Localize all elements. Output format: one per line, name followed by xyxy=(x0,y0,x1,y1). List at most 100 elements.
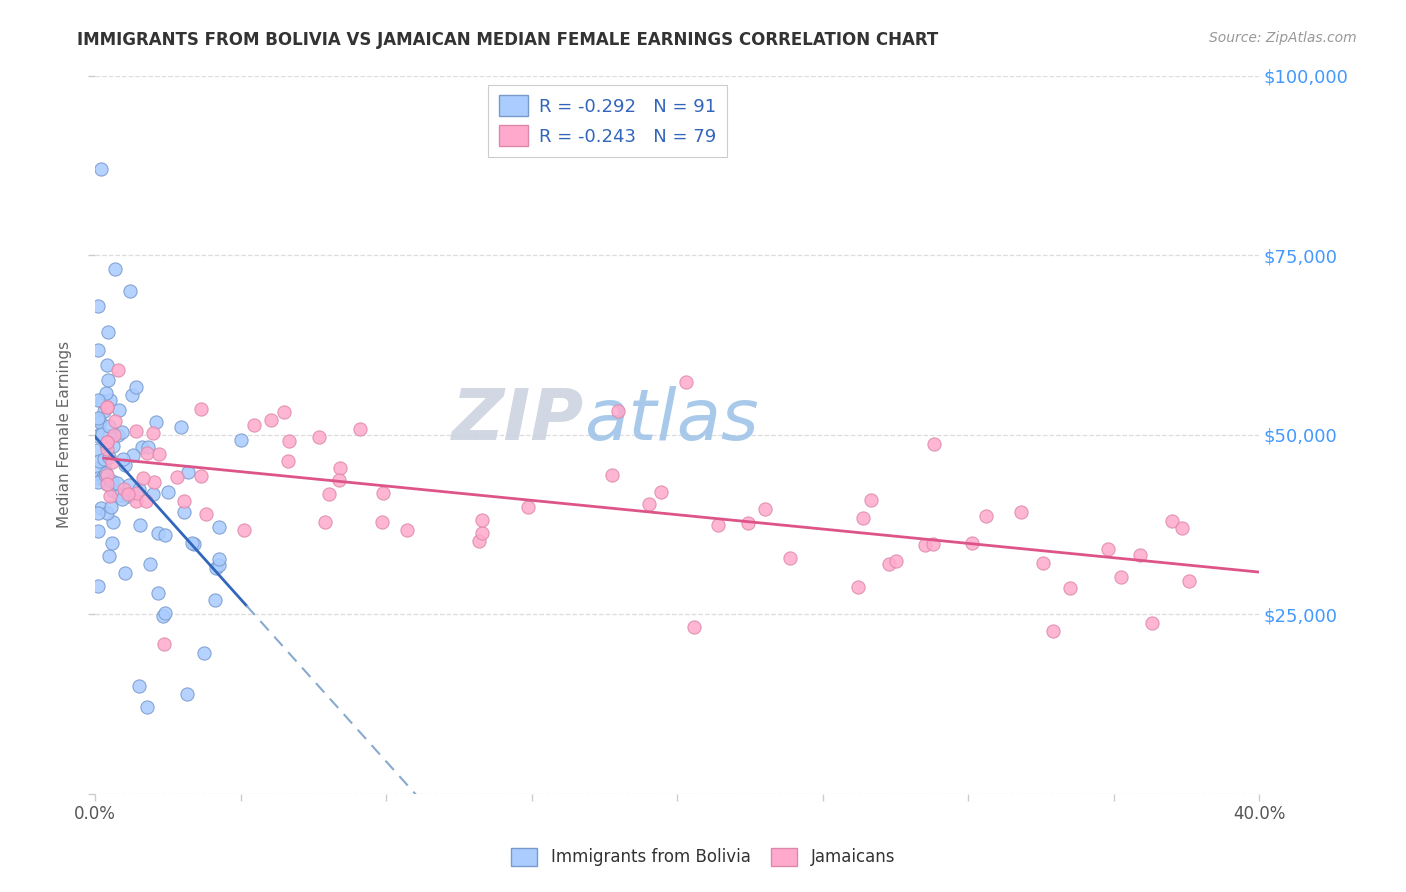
Point xyxy=(87,475,110,490)
Point xyxy=(135,446,157,460)
Point xyxy=(96,506,118,520)
Point xyxy=(87,343,110,357)
Point xyxy=(142,487,165,501)
Point xyxy=(96,468,118,483)
Point xyxy=(1059,581,1081,595)
Point xyxy=(308,429,330,443)
Point xyxy=(328,461,350,475)
Point xyxy=(103,414,125,428)
Point xyxy=(152,609,174,624)
Point xyxy=(682,620,704,634)
Point xyxy=(108,488,131,502)
Point xyxy=(318,487,340,501)
Point xyxy=(884,554,907,568)
Point xyxy=(128,482,150,496)
Point xyxy=(117,487,139,501)
Point xyxy=(117,489,139,503)
Point xyxy=(153,607,176,621)
Point xyxy=(93,469,115,483)
Point xyxy=(135,494,157,508)
Point xyxy=(108,403,131,417)
Point xyxy=(1010,505,1032,519)
Point xyxy=(118,477,141,491)
Point xyxy=(180,535,202,549)
Point xyxy=(101,515,124,529)
Point xyxy=(97,549,120,564)
Point xyxy=(107,428,129,442)
Point xyxy=(922,437,945,451)
Point xyxy=(96,434,118,449)
Point xyxy=(90,500,112,515)
Point xyxy=(93,458,115,472)
Point xyxy=(169,420,191,434)
Point xyxy=(190,401,212,416)
Point xyxy=(107,363,129,377)
Point xyxy=(94,466,117,480)
Point xyxy=(1171,521,1194,535)
Point xyxy=(349,422,371,436)
Point xyxy=(737,516,759,530)
Point xyxy=(277,434,299,448)
Point xyxy=(89,460,111,475)
Text: IMMIGRANTS FROM BOLIVIA VS JAMAICAN MEDIAN FEMALE EARNINGS CORRELATION CHART: IMMIGRANTS FROM BOLIVIA VS JAMAICAN MEDI… xyxy=(77,31,939,49)
Point xyxy=(371,516,394,530)
Point xyxy=(846,581,869,595)
Point xyxy=(1129,548,1152,562)
Point xyxy=(87,413,110,427)
Point xyxy=(859,493,882,508)
Point xyxy=(132,470,155,484)
Point xyxy=(100,500,122,514)
Point xyxy=(101,474,124,488)
Point xyxy=(754,502,776,516)
Point xyxy=(779,551,801,566)
Point xyxy=(87,471,110,485)
Point xyxy=(87,299,110,313)
Point xyxy=(87,393,110,408)
Point xyxy=(637,497,659,511)
Point xyxy=(112,482,135,496)
Point xyxy=(600,467,623,482)
Point xyxy=(468,534,491,549)
Point xyxy=(96,434,118,449)
Y-axis label: Median Female Earnings: Median Female Earnings xyxy=(58,341,72,528)
Point xyxy=(118,284,141,298)
Point xyxy=(650,485,672,500)
Point xyxy=(176,687,198,701)
Point xyxy=(229,433,252,447)
Point xyxy=(96,400,118,414)
Point xyxy=(111,425,134,439)
Point xyxy=(136,700,159,714)
Point xyxy=(87,579,110,593)
Text: Source: ZipAtlas.com: Source: ZipAtlas.com xyxy=(1209,31,1357,45)
Point xyxy=(96,477,118,491)
Point xyxy=(314,515,336,529)
Point xyxy=(101,484,124,499)
Point xyxy=(1160,514,1182,528)
Point xyxy=(98,478,121,492)
Point xyxy=(183,537,205,551)
Point xyxy=(103,428,125,442)
Point xyxy=(101,455,124,469)
Point xyxy=(152,637,174,651)
Point xyxy=(139,557,162,571)
Point xyxy=(471,526,494,541)
Point xyxy=(87,411,110,425)
Point xyxy=(98,392,121,407)
Point xyxy=(96,442,118,456)
Point xyxy=(90,161,112,176)
Point xyxy=(974,509,997,524)
Point xyxy=(273,405,295,419)
Point xyxy=(87,524,110,538)
Point xyxy=(114,458,136,472)
Point xyxy=(125,424,148,438)
Point xyxy=(1140,615,1163,630)
Point xyxy=(277,454,299,468)
Point xyxy=(94,385,117,400)
Point xyxy=(128,517,150,532)
Point xyxy=(87,454,110,468)
Point xyxy=(142,426,165,441)
Point xyxy=(675,376,697,390)
Point xyxy=(125,494,148,508)
Point xyxy=(148,446,170,460)
Point xyxy=(145,415,167,429)
